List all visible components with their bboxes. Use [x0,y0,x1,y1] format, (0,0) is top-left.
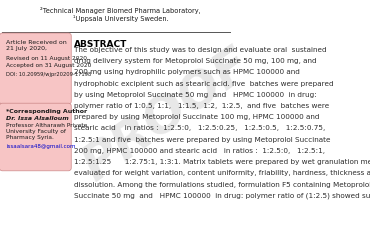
Text: *Corresponding Author: *Corresponding Author [6,109,87,114]
Text: issaalsara48@gmail.com: issaalsara48@gmail.com [6,144,75,149]
Text: stearic acid    in ratios :  1:2.5:0,   1:2.5:0.25,   1:2.5:0.5,   1:2.5:0.75,: stearic acid in ratios : 1:2.5:0, 1:2.5:… [74,125,325,131]
Text: Succinate 50 mg  and   HPMC 100000  in drug: polymer ratio of (1:2.5) showed sus: Succinate 50 mg and HPMC 100000 in drug:… [74,192,370,199]
Text: prepared by using Metoprolol Succinate 100 mg, HPMC 100000 and: prepared by using Metoprolol Succinate 1… [74,114,319,120]
Text: Article Received on
21 July 2020,: Article Received on 21 July 2020, [6,39,67,51]
Text: PROOF: PROOF [74,39,260,190]
Text: Dr. Issa Alsalloum: Dr. Issa Alsalloum [6,115,69,120]
Text: ²Technical Manager Biomed Pharma Laboratory,: ²Technical Manager Biomed Pharma Laborat… [40,7,201,14]
Text: 200 mg, HPMC 100000 and stearic acid   in ratios :  1:2.5:0,   1:2.5:1,: 200 mg, HPMC 100000 and stearic acid in … [74,147,325,153]
Text: ¹Uppsala University Sweden.: ¹Uppsala University Sweden. [73,15,169,22]
Text: The objective of this study was to design and evaluate oral  sustained: The objective of this study was to desig… [74,47,326,53]
Text: 1:2.5:1.25      1:2.75:1, 1:3:1. Matrix tablets were prepared by wet granulation: 1:2.5:1.25 1:2.75:1, 1:3:1. Matrix table… [74,158,370,164]
Text: 1:2.5:1 and five  batches were prepared by using Metoprolol Succinate: 1:2.5:1 and five batches were prepared b… [74,136,330,142]
Text: by using Metoprolol Succinate 50 mg  and   HPMC 100000  in drug:: by using Metoprolol Succinate 50 mg and … [74,91,317,97]
FancyBboxPatch shape [0,34,71,105]
Text: Professor Altharawh Private
University Faculty of
Pharmacy Syria.: Professor Altharawh Private University F… [6,122,87,140]
Text: polymer ratio of 1:0.5, 1:1,   1:1.5,  1:2,  1:2.5,  and five  batches were: polymer ratio of 1:0.5, 1:1, 1:1.5, 1:2,… [74,103,329,109]
FancyBboxPatch shape [0,104,71,171]
Text: ABSTRACT: ABSTRACT [74,39,127,48]
Text: hydrophobic excipient such as stearic acid. five  batches were prepared: hydrophobic excipient such as stearic ac… [74,80,333,86]
Text: drug delivery system for Metoprolol Succinate 50 mg, 100 mg, and: drug delivery system for Metoprolol Succ… [74,58,316,64]
Text: DOI: 10.20959/wjpr20209-17198: DOI: 10.20959/wjpr20209-17198 [6,72,91,77]
Text: dissolution. Among the formulations studied, formulation F5 containing Metoprolo: dissolution. Among the formulations stud… [74,181,370,187]
Text: 200 mg using hydrophilic polymers such as HPMC 100000 and: 200 mg using hydrophilic polymers such a… [74,69,300,75]
Text: evaluated for weight variation, content uniformity, friability, hardness, thickn: evaluated for weight variation, content … [74,170,370,176]
Text: Revised on 11 August 2020,
Accepted on 31 August 2020: Revised on 11 August 2020, Accepted on 3… [6,56,91,68]
